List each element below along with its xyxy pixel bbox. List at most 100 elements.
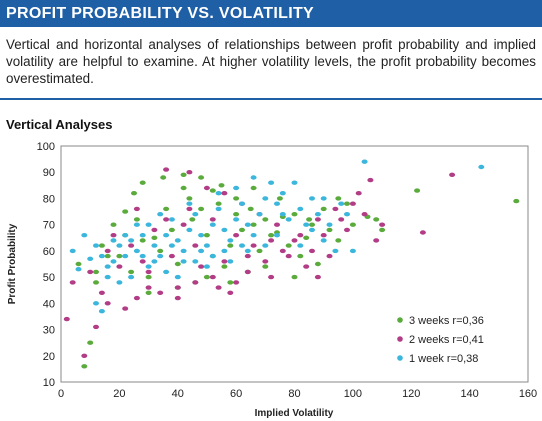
data-point bbox=[256, 248, 263, 254]
data-point bbox=[338, 201, 345, 206]
data-point bbox=[291, 274, 298, 280]
y-tick-label: 60 bbox=[43, 246, 55, 258]
data-point bbox=[221, 227, 228, 233]
data-point bbox=[414, 188, 421, 193]
data-point bbox=[332, 206, 339, 212]
data-point bbox=[344, 212, 350, 217]
data-point bbox=[215, 201, 222, 206]
data-point bbox=[285, 253, 292, 259]
data-point bbox=[332, 248, 339, 254]
data-point bbox=[192, 280, 199, 285]
data-point bbox=[233, 212, 240, 217]
data-point bbox=[198, 233, 205, 238]
data-point bbox=[174, 285, 181, 290]
data-point bbox=[268, 238, 275, 243]
data-point bbox=[297, 243, 304, 248]
data-point bbox=[145, 285, 152, 290]
data-point bbox=[110, 238, 117, 243]
data-point bbox=[349, 201, 356, 206]
data-point bbox=[227, 290, 234, 295]
data-point bbox=[180, 259, 187, 264]
data-point bbox=[326, 222, 333, 227]
data-point bbox=[168, 227, 175, 233]
data-point bbox=[75, 267, 82, 272]
data-point bbox=[104, 248, 111, 254]
data-point bbox=[93, 243, 99, 248]
data-point bbox=[151, 243, 158, 248]
data-point bbox=[168, 243, 175, 248]
data-point bbox=[128, 274, 135, 280]
data-point bbox=[233, 233, 240, 238]
data-point bbox=[168, 253, 175, 259]
y-tick-label: 100 bbox=[37, 141, 55, 153]
y-tick-label: 90 bbox=[43, 167, 55, 179]
x-tick-label: 0 bbox=[58, 388, 64, 400]
x-tick-label: 160 bbox=[519, 388, 537, 400]
data-point bbox=[133, 217, 140, 222]
data-point bbox=[218, 183, 225, 188]
x-tick-label: 60 bbox=[230, 388, 242, 400]
page-title: PROFIT PROBABILITY VS. VOLATILITY bbox=[6, 5, 314, 22]
data-point bbox=[63, 316, 70, 322]
data-point bbox=[98, 309, 105, 314]
data-point bbox=[122, 306, 129, 311]
data-point bbox=[186, 170, 193, 175]
data-point bbox=[478, 164, 485, 170]
data-point bbox=[285, 243, 292, 248]
data-point bbox=[151, 235, 158, 240]
data-point bbox=[262, 243, 269, 248]
data-point bbox=[145, 269, 152, 275]
data-point bbox=[355, 191, 362, 196]
data-point bbox=[276, 196, 283, 201]
y-tick-label: 10 bbox=[43, 377, 55, 389]
data-point bbox=[221, 264, 228, 269]
data-point bbox=[335, 238, 342, 243]
data-point bbox=[139, 259, 146, 264]
data-point bbox=[349, 248, 356, 254]
data-point bbox=[297, 253, 304, 259]
data-point bbox=[291, 212, 298, 217]
data-point bbox=[116, 280, 123, 285]
data-point bbox=[122, 209, 129, 214]
data-point bbox=[116, 243, 123, 248]
data-point bbox=[221, 259, 228, 264]
data-point bbox=[250, 175, 257, 180]
data-point bbox=[93, 324, 99, 330]
data-point bbox=[157, 290, 164, 295]
data-point bbox=[209, 274, 216, 280]
data-point bbox=[174, 238, 181, 243]
data-point bbox=[379, 222, 386, 227]
data-point bbox=[244, 222, 251, 227]
data-point bbox=[209, 217, 216, 222]
data-point bbox=[157, 253, 164, 259]
data-point bbox=[303, 235, 310, 240]
data-point bbox=[244, 248, 251, 254]
x-tick-label: 80 bbox=[288, 388, 300, 400]
data-point bbox=[198, 248, 205, 254]
data-point bbox=[174, 274, 181, 280]
data-point bbox=[157, 212, 164, 217]
scatter-chart: 10 20 30 40 50 60 70 80 90 100 0 20 40 60 80 100 120 140… bbox=[7, 141, 537, 419]
intro-paragraph: Vertical and horizontal analyses of rela… bbox=[6, 37, 536, 86]
x-tick-label: 120 bbox=[402, 388, 420, 400]
data-point bbox=[326, 253, 333, 259]
y-tick-label: 30 bbox=[43, 325, 55, 337]
y-tick-label: 40 bbox=[43, 298, 55, 310]
data-point bbox=[75, 261, 82, 267]
data-point bbox=[180, 222, 187, 227]
data-point bbox=[163, 167, 170, 172]
data-point bbox=[233, 217, 240, 222]
data-point bbox=[244, 253, 251, 259]
data-point bbox=[262, 217, 269, 222]
data-point bbox=[215, 191, 222, 196]
data-point bbox=[227, 259, 234, 264]
data-point bbox=[326, 227, 333, 233]
data-point bbox=[309, 248, 315, 254]
data-point bbox=[274, 222, 280, 227]
y-axis-ticks: 10 20 30 40 50 60 70 80 90 100 bbox=[37, 141, 55, 389]
data-point bbox=[227, 238, 234, 243]
data-point bbox=[215, 285, 222, 290]
x-axis-ticks: 0 20 40 60 80 100 120 140 160 bbox=[58, 388, 537, 400]
data-point bbox=[203, 233, 210, 238]
data-point bbox=[279, 191, 286, 196]
